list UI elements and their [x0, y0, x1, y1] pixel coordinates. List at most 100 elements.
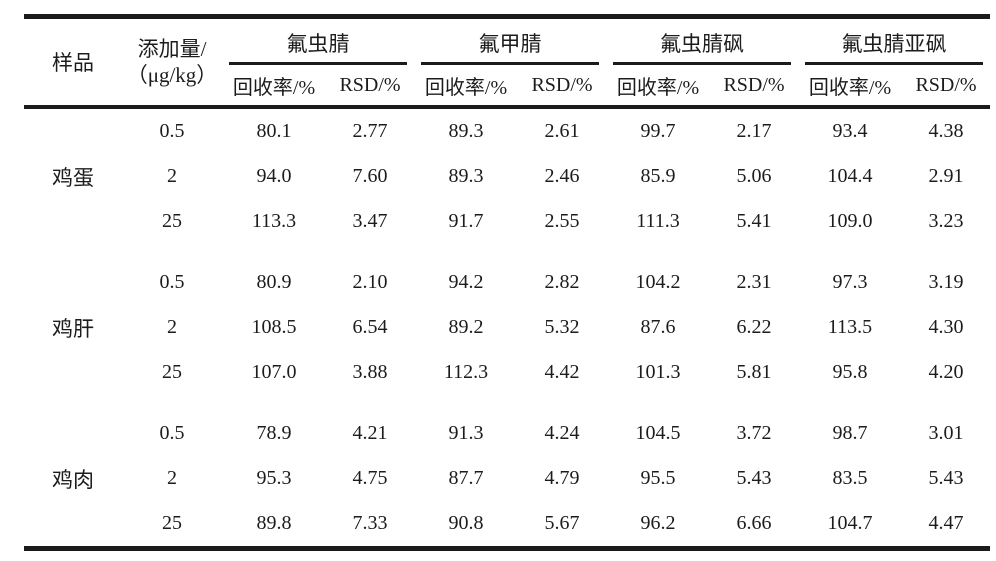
- header-recovery-2: 回收率/%: [414, 65, 518, 109]
- cell-recovery: 87.6: [640, 316, 676, 338]
- cell-rsd: 4.38: [928, 120, 964, 142]
- cell-rsd: 3.01: [928, 422, 964, 444]
- cell-recovery: 80.1: [256, 120, 292, 142]
- header-spike-level: 添加量/ （μg/kg）: [122, 16, 222, 109]
- table-row: 鸡肉 0.5 78.9 4.21 91.3 4.24 104.5 3.72 98…: [24, 411, 990, 492]
- spike-level: 0.5: [159, 271, 185, 293]
- cell-rsd: 6.54: [352, 316, 388, 338]
- spike-level: 25: [162, 210, 182, 232]
- sample-name: 鸡肉: [52, 467, 94, 492]
- cell-rsd: 5.32: [544, 316, 580, 338]
- cell-rsd: 3.47: [352, 210, 388, 232]
- cell-recovery: 113.3: [251, 210, 297, 232]
- table-row: 25 89.8 7.33 90.8 5.67 96.2 6.66 104.7 4…: [24, 501, 990, 549]
- group-spacer: [24, 395, 990, 411]
- cell-rsd: 2.55: [544, 210, 580, 232]
- header-rsd-1: RSD/%: [326, 65, 414, 109]
- header-recovery-1: 回收率/%: [222, 65, 326, 109]
- cell-rsd: 4.42: [544, 361, 580, 383]
- cell-recovery: 89.8: [256, 512, 292, 534]
- cell-rsd: 2.61: [544, 120, 580, 142]
- cell-recovery: 96.2: [640, 512, 676, 534]
- cell-rsd: 3.72: [736, 422, 772, 444]
- cell-recovery: 83.5: [832, 467, 868, 489]
- cell-rsd: 7.60: [352, 165, 388, 187]
- header-recovery-4: 回收率/%: [798, 65, 902, 109]
- cell-recovery: 104.4: [827, 165, 873, 187]
- cell-recovery: 99.7: [640, 120, 676, 142]
- cell-recovery: 104.2: [635, 271, 681, 293]
- cell-rsd: 4.30: [928, 316, 964, 338]
- table-row: 鸡蛋 0.5 80.1 2.77 89.3 2.61 99.7 2.17 93.…: [24, 107, 990, 190]
- cell-rsd: 2.77: [352, 120, 388, 142]
- cell-rsd: 4.79: [544, 467, 580, 489]
- spike-level: 0.5: [159, 422, 185, 444]
- cell-recovery: 112.3: [443, 361, 489, 383]
- cell-recovery: 89.3: [448, 165, 484, 187]
- cell-rsd: 3.88: [352, 361, 388, 383]
- cell-recovery: 109.0: [827, 210, 873, 232]
- cell-rsd: 2.10: [352, 271, 388, 293]
- cell-recovery: 97.3: [832, 271, 868, 293]
- table-row: 鸡肝 0.5 80.9 2.10 94.2 2.82 104.2 2.31 97…: [24, 260, 990, 341]
- cell-rsd: 4.47: [928, 512, 964, 534]
- header-row-metrics: 回收率/% RSD/% 回收率/% RSD/% 回收率/% RSD/% 回收率/…: [24, 65, 990, 109]
- cell-recovery: 108.5: [251, 316, 297, 338]
- header-rsd-4: RSD/%: [902, 65, 990, 109]
- cell-rsd: 5.06: [736, 165, 772, 187]
- cell-recovery: 95.8: [832, 361, 868, 383]
- spike-level: 2: [167, 165, 177, 187]
- header-recovery-3: 回收率/%: [606, 65, 710, 109]
- cell-recovery: 94.0: [256, 165, 292, 187]
- cell-recovery: 89.3: [448, 120, 484, 142]
- spike-level: 0.5: [159, 120, 185, 142]
- table-row: 25 107.0 3.88 112.3 4.42 101.3 5.81 95.8…: [24, 350, 990, 395]
- cell-rsd: 7.33: [352, 512, 388, 534]
- cell-rsd: 4.21: [352, 422, 388, 444]
- cell-rsd: 6.22: [736, 316, 772, 338]
- cell-recovery: 113.5: [827, 316, 873, 338]
- spike-level: 25: [162, 361, 182, 383]
- sample-name: 鸡蛋: [52, 165, 94, 190]
- cell-rsd: 3.19: [928, 271, 964, 293]
- cell-recovery: 104.5: [635, 422, 681, 444]
- cell-recovery: 80.9: [256, 271, 292, 293]
- cell-recovery: 104.7: [827, 512, 873, 534]
- table-row: 2 95.3 4.75 87.7 4.79 95.5 5.43 83.5 5.4…: [24, 456, 990, 501]
- spike-level: 25: [162, 512, 182, 534]
- sample-name: 鸡肝: [52, 316, 94, 341]
- header-analyte-fipronil-desulfinyl: 氟甲腈: [414, 17, 606, 65]
- recovery-rsd-table: 样品 添加量/ （μg/kg） 氟虫腈 氟甲腈 氟虫腈砜 氟虫腈亚砜: [24, 14, 990, 551]
- cell-rsd: 4.75: [352, 467, 388, 489]
- cell-rsd: 2.46: [544, 165, 580, 187]
- cell-rsd: 5.81: [736, 361, 772, 383]
- header-sample: 样品: [24, 16, 122, 109]
- cell-recovery: 87.7: [448, 467, 484, 489]
- cell-recovery: 95.3: [256, 467, 292, 489]
- cell-recovery: 94.2: [448, 271, 484, 293]
- cell-recovery: 101.3: [635, 361, 681, 383]
- cell-rsd: 4.20: [928, 361, 964, 383]
- cell-rsd: 5.43: [736, 467, 772, 489]
- header-analyte-fipronil-sulfoxide: 氟虫腈亚砜: [798, 17, 990, 65]
- header-row-analytes: 样品 添加量/ （μg/kg） 氟虫腈 氟甲腈 氟虫腈砜 氟虫腈亚砜: [24, 16, 990, 109]
- cell-rsd: 4.24: [544, 422, 580, 444]
- cell-rsd: 2.31: [736, 271, 772, 293]
- cell-recovery: 111.3: [636, 210, 680, 232]
- cell-recovery: 90.8: [448, 512, 484, 534]
- spike-level: 2: [167, 316, 177, 338]
- header-rsd-3: RSD/%: [710, 65, 798, 109]
- cell-rsd: 5.43: [928, 467, 964, 489]
- header-spike-line2: （μg/kg）: [126, 63, 218, 87]
- cell-rsd: 2.82: [544, 271, 580, 293]
- spike-level: 2: [167, 467, 177, 489]
- header-analyte-fipronil: 氟虫腈: [222, 17, 414, 65]
- cell-recovery: 78.9: [256, 422, 292, 444]
- table-row: 2 94.0 7.60 89.3 2.46 85.9 5.06 104.4 2.…: [24, 154, 990, 199]
- header-spike-line1: 添加量/: [137, 36, 207, 61]
- table-row: 2 108.5 6.54 89.2 5.32 87.6 6.22 113.5 4…: [24, 305, 990, 350]
- cell-rsd: 5.67: [544, 512, 580, 534]
- header-analyte-fipronil-sulfone: 氟虫腈砜: [606, 17, 798, 65]
- header-rsd-2: RSD/%: [518, 65, 606, 109]
